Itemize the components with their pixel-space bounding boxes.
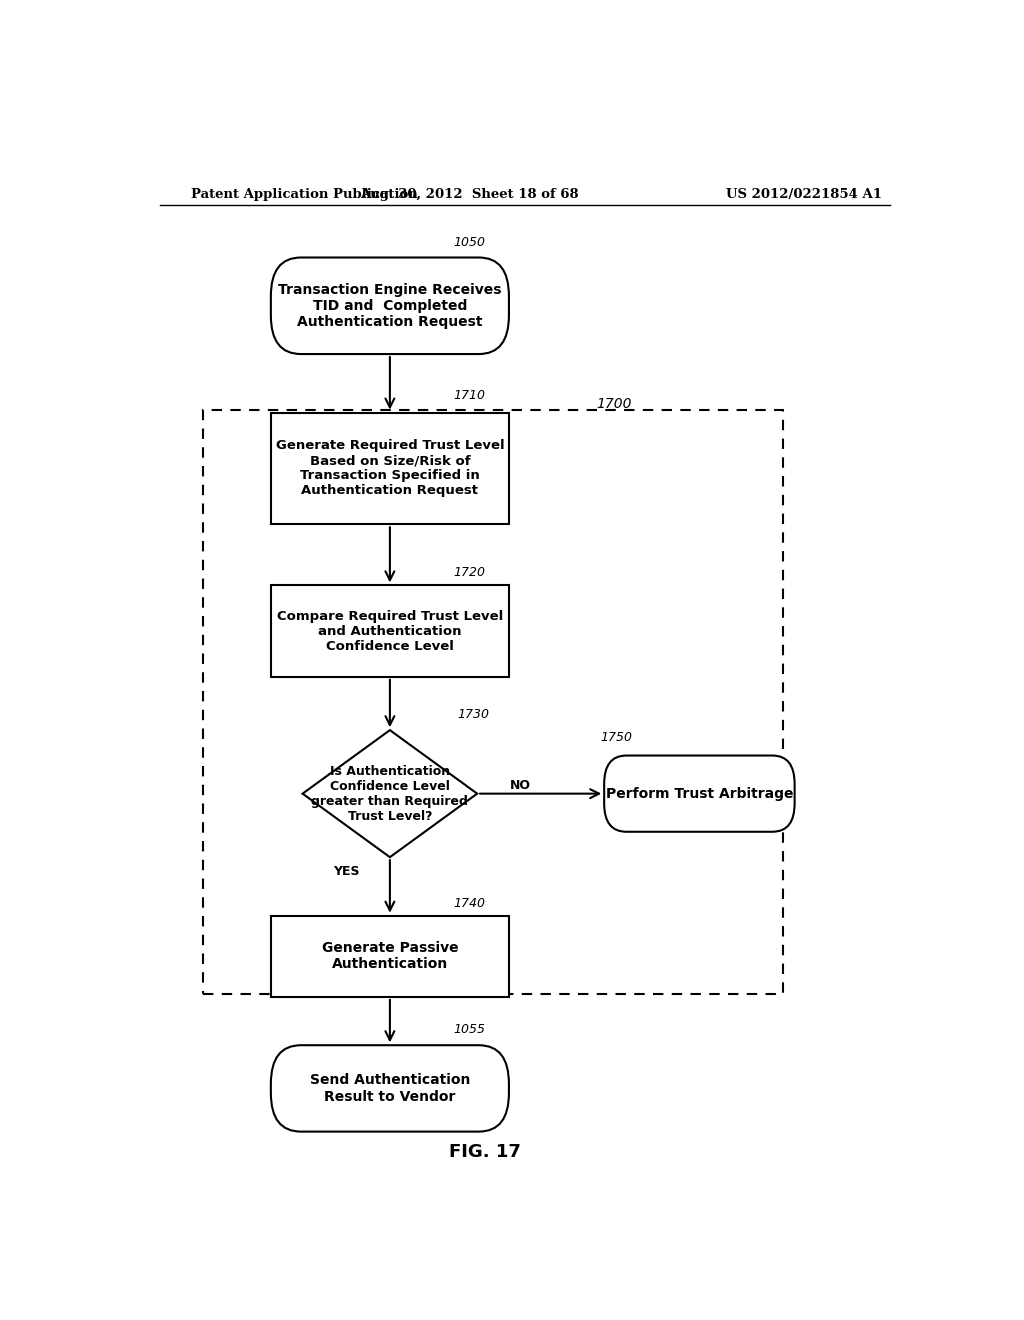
FancyBboxPatch shape: [270, 257, 509, 354]
Text: Generate Passive
Authentication: Generate Passive Authentication: [322, 941, 458, 972]
Text: US 2012/0221854 A1: US 2012/0221854 A1: [726, 189, 882, 202]
Text: YES: YES: [333, 865, 359, 878]
Bar: [270, 585, 509, 677]
Bar: [270, 413, 509, 524]
Text: 1700: 1700: [596, 397, 632, 412]
Text: Is Authentication
Confidence Level
greater than Required
Trust Level?: Is Authentication Confidence Level great…: [311, 764, 468, 822]
Text: Generate Required Trust Level
Based on Size/Risk of
Transaction Specified in
Aut: Generate Required Trust Level Based on S…: [275, 440, 504, 498]
Text: Send Authentication
Result to Vendor: Send Authentication Result to Vendor: [309, 1073, 470, 1104]
FancyBboxPatch shape: [604, 755, 795, 832]
Text: 1720: 1720: [454, 565, 485, 578]
Polygon shape: [303, 730, 477, 857]
Text: NO: NO: [510, 779, 531, 792]
Text: 1750: 1750: [600, 731, 632, 744]
Text: 1730: 1730: [458, 708, 489, 721]
Text: 1050: 1050: [454, 236, 485, 249]
Text: Transaction Engine Receives
TID and  Completed
Authentication Request: Transaction Engine Receives TID and Comp…: [279, 282, 502, 329]
Text: Patent Application Publication: Patent Application Publication: [191, 189, 418, 202]
Text: 1055: 1055: [454, 1023, 485, 1036]
Text: Aug. 30, 2012  Sheet 18 of 68: Aug. 30, 2012 Sheet 18 of 68: [359, 189, 579, 202]
Bar: [270, 916, 509, 997]
FancyBboxPatch shape: [270, 1045, 509, 1131]
Text: Compare Required Trust Level
and Authentication
Confidence Level: Compare Required Trust Level and Authent…: [276, 610, 503, 652]
Text: FIG. 17: FIG. 17: [450, 1143, 521, 1162]
Text: 1710: 1710: [454, 388, 485, 401]
Text: Perform Trust Arbitrage: Perform Trust Arbitrage: [605, 787, 794, 801]
Text: 1740: 1740: [454, 896, 485, 909]
Bar: [204, 411, 782, 994]
